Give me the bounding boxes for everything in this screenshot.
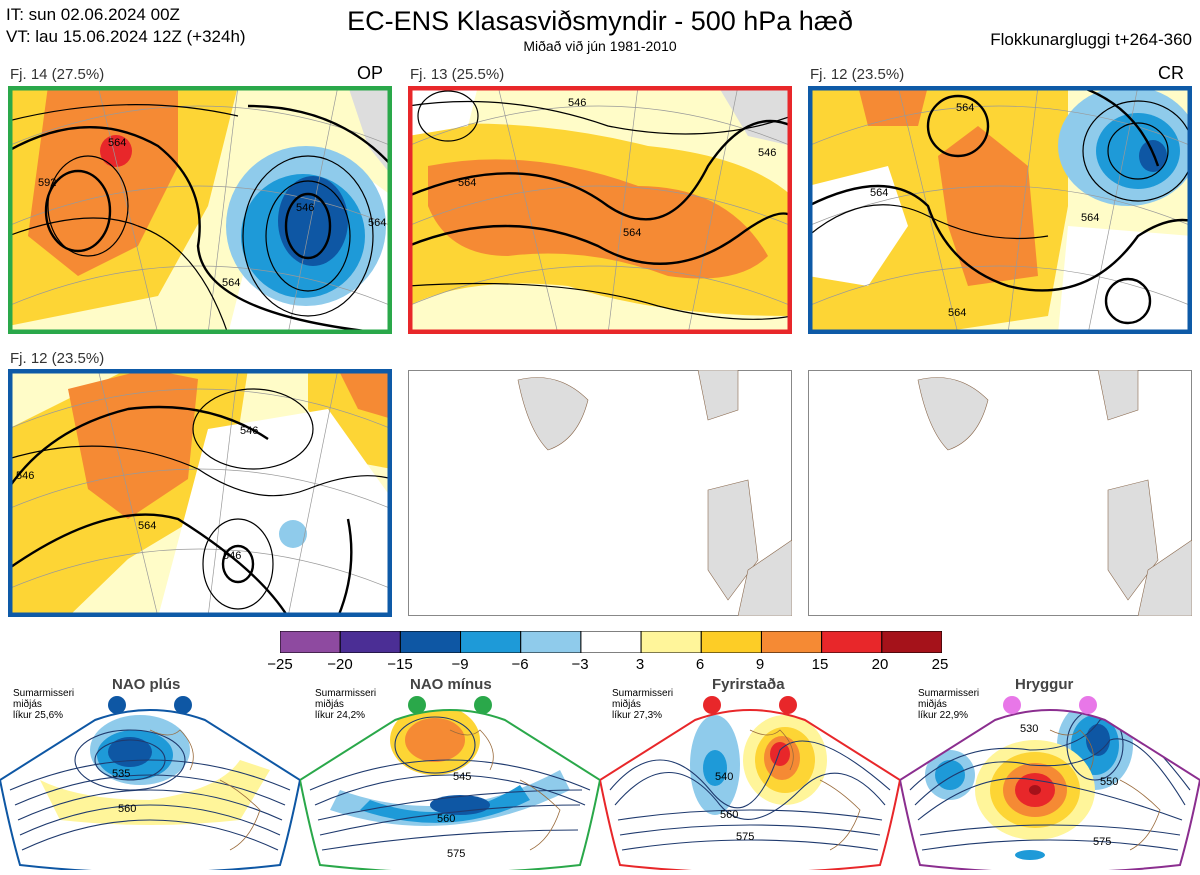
colorbar-swatch — [460, 630, 522, 654]
regime-ridge: 530 550 575 — [898, 690, 1200, 875]
panel-3-label: Fj. 12 (23.5%) — [810, 66, 905, 83]
colorbar-swatch — [760, 630, 823, 654]
contour-label: 564 — [222, 277, 240, 289]
contour-label: 546 — [223, 550, 241, 562]
panel-cluster-4[interactable]: 546 546 564 546 — [8, 369, 392, 617]
regime-2-title: NAO mínus — [410, 676, 492, 693]
panel-2-border — [408, 86, 792, 334]
colorbar-swatch — [339, 630, 401, 654]
panel-3-tag: CR — [1158, 63, 1184, 83]
colorbar-tick: 25 — [931, 656, 949, 673]
contour-label: 546 — [16, 470, 34, 482]
regime-3-note: Sumarmisseri miðjás líkur 27,3% — [612, 688, 674, 721]
regime-nao-minus: 545 560 575 — [298, 690, 602, 875]
colorbar-tick: −25 — [267, 656, 293, 673]
panel-cluster-1[interactable]: 564 592 546 564 564 — [8, 86, 392, 334]
contour-label: 564 — [108, 137, 126, 149]
panel-1-border — [8, 86, 392, 334]
panel-4-label: Fj. 12 (23.5%) — [10, 350, 105, 367]
contour-label: 546 — [758, 147, 776, 159]
contour-label: 545 — [453, 771, 471, 783]
colorbar-tick: −3 — [571, 656, 589, 673]
panel-cluster-2[interactable]: 564 564 546 546 — [408, 86, 792, 334]
initial-time: IT: sun 02.06.2024 00Z — [6, 5, 180, 24]
colorbar-swatch — [881, 630, 943, 654]
regime-1-title: NAO plús — [112, 676, 181, 693]
colorbar-tick: 3 — [635, 656, 645, 673]
contour-label: 564 — [623, 227, 641, 239]
colorbar-tick: 6 — [695, 656, 705, 673]
contour-label: 560 — [118, 803, 136, 815]
regime-3-border — [598, 709, 902, 874]
contour-label: 592 — [38, 177, 56, 189]
page-title: EC-ENS Klasasviðsmyndir - 500 hPa hæð — [347, 6, 853, 36]
valid-time: VT: lau 15.06.2024 12Z (+324h) — [6, 27, 246, 46]
colorbar-tick: −6 — [511, 656, 529, 673]
contour-label: 575 — [1093, 836, 1111, 848]
panel-1-tag: OP — [357, 63, 384, 83]
regime-nao-plus: 535 560 — [0, 690, 302, 875]
colorbar-swatch — [279, 630, 341, 654]
colorbar-tick: −20 — [327, 656, 353, 673]
contour-label: 564 — [368, 217, 386, 229]
panel-2-label: Fj. 13 (25.5%) — [410, 66, 505, 83]
contour-label: 564 — [458, 177, 476, 189]
regime-3-title: Fyrirstaða — [712, 676, 785, 693]
regime-2-note: Sumarmisseri miðjás líkur 24,2% — [315, 688, 377, 721]
colorbar-swatch — [520, 630, 582, 654]
contour-label: 564 — [1081, 212, 1099, 224]
panel-empty-1 — [408, 370, 792, 616]
colorbar-ticks: −25 −20 −15 −9 −6 −3 3 6 9 15 20 25 — [265, 656, 965, 676]
contour-label: 564 — [948, 307, 966, 319]
colorbar — [279, 630, 943, 654]
panel-4-border — [8, 369, 392, 617]
panel-3-border — [808, 86, 1192, 334]
contour-label: 535 — [112, 768, 130, 780]
colorbar-swatch — [580, 630, 642, 654]
colorbar-tick: −15 — [387, 656, 413, 673]
contour-label: 564 — [138, 520, 156, 532]
contour-label: 550 — [1100, 776, 1118, 788]
colorbar-tick: 15 — [811, 656, 829, 673]
colorbar-swatch — [700, 630, 762, 654]
regime-4-note: Sumarmisseri miðjás líkur 22,9% — [918, 688, 980, 721]
contour-label: 560 — [720, 809, 738, 821]
contour-label: 575 — [447, 848, 465, 860]
colorbar-swatch — [821, 630, 883, 654]
colorbar-swatches — [279, 630, 943, 654]
contour-label: 546 — [296, 202, 314, 214]
panel-1-label: Fj. 14 (27.5%) — [10, 66, 105, 83]
regime-4-title: Hryggur — [1015, 676, 1074, 693]
contour-label: 546 — [568, 97, 586, 109]
regime-blocking: 540 560 575 — [598, 690, 902, 875]
contour-label: 564 — [956, 102, 974, 114]
contour-label: 575 — [736, 831, 754, 843]
regime-1-border — [0, 709, 302, 874]
colorbar-tick: 20 — [871, 656, 889, 673]
contour-label: 560 — [437, 813, 455, 825]
colorbar-swatch — [399, 630, 462, 654]
contour-label: 546 — [240, 425, 258, 437]
page-subtitle: Miðað við jún 1981-2010 — [523, 38, 677, 54]
regime-2-border — [298, 709, 602, 874]
colorbar-tick: −9 — [451, 656, 469, 673]
contour-label: 564 — [870, 187, 888, 199]
regime-1-note: Sumarmisseri miðjás líkur 25,6% — [13, 688, 75, 721]
contour-label: 540 — [715, 771, 733, 783]
classification-window: Flokkunargluggi t+264-360 — [990, 30, 1192, 49]
colorbar-tick: 9 — [755, 656, 765, 673]
regime-4-border — [898, 709, 1200, 874]
colorbar-swatch — [640, 630, 702, 654]
contour-label: 530 — [1020, 723, 1038, 735]
header-info: IT: sun 02.06.2024 00Z VT: lau 15.06.202… — [6, 4, 246, 48]
panel-cluster-3[interactable]: 564 564 564 564 — [808, 86, 1192, 334]
panel-empty-2 — [808, 370, 1192, 616]
